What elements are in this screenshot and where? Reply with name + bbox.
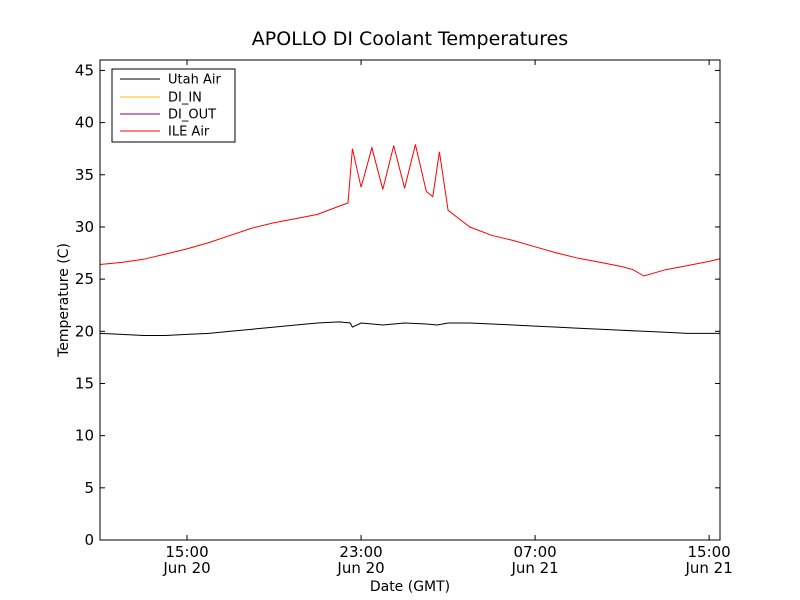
y-tick-label: 25 <box>75 270 94 288</box>
x-tick-label-time: 15:00 <box>165 543 208 561</box>
legend-label-utah-air: Utah Air <box>168 73 221 88</box>
x-tick-label-time: 23:00 <box>339 543 382 561</box>
y-tick-label: 5 <box>84 479 94 497</box>
y-tick-label: 10 <box>75 427 94 445</box>
y-tick-label: 40 <box>75 114 94 132</box>
legend-label-ile-air: ILE Air <box>168 125 210 140</box>
x-axis-label: Date (GMT) <box>370 579 450 595</box>
series-line-ile-air <box>100 144 720 277</box>
y-tick-label: 15 <box>75 374 94 392</box>
y-tick-label: 35 <box>75 166 94 184</box>
x-tick-label-date: Jun 21 <box>510 559 558 577</box>
x-tick-label-date: Jun 20 <box>336 559 384 577</box>
series-line-utah-air <box>100 321 720 336</box>
x-tick-label-date: Jun 20 <box>162 559 210 577</box>
y-axis-label: Temperature (C) <box>56 243 72 358</box>
plot-frame <box>99 59 721 541</box>
y-tick-label: 45 <box>75 61 94 79</box>
y-tick-label: 20 <box>75 322 94 340</box>
legend-box <box>111 68 236 143</box>
legend-label-di-out: DI_OUT <box>168 108 216 123</box>
y-axis-ticks: 0 5 10 15 20 25 30 35 40 45 <box>75 61 720 549</box>
chart-title: APOLLO DI Coolant Temperatures <box>252 28 568 50</box>
x-tick-label-time: 07:00 <box>513 543 556 561</box>
series-layer <box>100 144 720 336</box>
x-tick-label-time: 15:00 <box>688 543 731 561</box>
y-tick-label: 0 <box>84 531 94 549</box>
legend-label-di-in: DI_IN <box>168 91 202 106</box>
x-tick-label-date: Jun 21 <box>684 559 732 577</box>
y-tick-label: 30 <box>75 218 94 236</box>
legend: Utah Air DI_IN DI_OUT ILE Air <box>111 68 236 143</box>
